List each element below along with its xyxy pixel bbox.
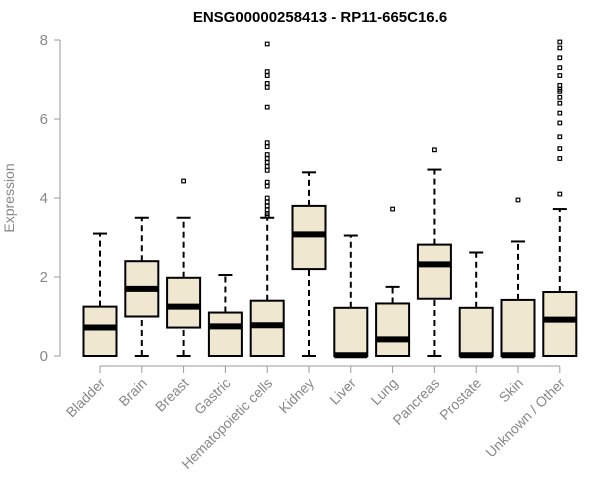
x-tick-label: Prostate — [436, 375, 484, 423]
outlier-point — [557, 55, 563, 61]
outlier-point — [264, 199, 270, 205]
box-rect — [207, 311, 243, 357]
y-axis-label: Expression — [1, 163, 17, 232]
y-tick-label: 0 — [40, 348, 48, 365]
outlier-point — [264, 69, 270, 75]
outlier-point — [515, 197, 521, 203]
box-rect — [542, 291, 578, 358]
y-tick-label: 2 — [40, 269, 48, 286]
outlier-point — [557, 100, 563, 106]
outlier-point — [557, 191, 563, 197]
x-tick-label: Liver — [326, 375, 359, 408]
outlier-point — [557, 73, 563, 78]
outlier-point — [264, 81, 270, 86]
outlier-point — [557, 88, 563, 94]
outlier-point — [264, 140, 270, 146]
y-tick-label: 6 — [40, 111, 48, 128]
outlier-point — [264, 104, 270, 110]
outlier-point — [557, 156, 563, 161]
box-rect — [166, 276, 202, 329]
outlier-point — [557, 94, 563, 100]
outlier-point — [390, 206, 395, 212]
x-tick-label: Bladder — [63, 375, 109, 421]
box-rect — [500, 298, 536, 358]
outlier-point — [264, 213, 270, 219]
outlier-point — [264, 203, 270, 209]
outlier-point — [557, 65, 563, 71]
outlier-point — [264, 207, 270, 213]
outlier-point — [264, 73, 270, 78]
y-tick-label: 8 — [40, 32, 48, 49]
x-tick-label: Skin — [496, 375, 527, 406]
outlier-point — [264, 164, 270, 169]
outlier-point — [264, 179, 270, 185]
outlier-point — [264, 167, 270, 173]
outlier-point — [264, 183, 270, 189]
chart-title: ENSG00000258413 - RP11-665C16.6 — [193, 9, 447, 26]
box-rect — [416, 243, 452, 300]
outlier-point — [264, 84, 270, 90]
box-rect — [458, 306, 494, 357]
x-tick-label: Lung — [367, 375, 400, 408]
outlier-point — [557, 120, 563, 126]
outlier-point — [264, 41, 270, 47]
y-tick-label: 4 — [40, 190, 48, 207]
box-rect — [249, 299, 285, 358]
outlier-point — [181, 178, 187, 184]
box-rect — [291, 204, 327, 271]
outlier-point — [432, 147, 437, 153]
x-tick-label: Brain — [115, 375, 149, 409]
outlier-point — [557, 39, 563, 45]
outlier-point — [557, 83, 563, 88]
outlier-point — [557, 45, 563, 51]
box-rect — [82, 305, 118, 357]
outlier-point — [264, 160, 270, 165]
outlier-point — [557, 110, 563, 116]
x-tick-label: Kidney — [276, 375, 318, 417]
outlier-point — [264, 152, 270, 157]
outlier-point — [264, 144, 270, 150]
x-tick-label: Unknown / Other — [482, 375, 568, 461]
box-rect — [333, 306, 369, 357]
x-tick-label: Breast — [152, 375, 192, 415]
outlier-point — [557, 134, 563, 140]
outlier-point — [264, 195, 270, 201]
outlier-point — [557, 146, 563, 152]
outlier-point — [264, 156, 270, 161]
box-rect — [375, 302, 411, 357]
